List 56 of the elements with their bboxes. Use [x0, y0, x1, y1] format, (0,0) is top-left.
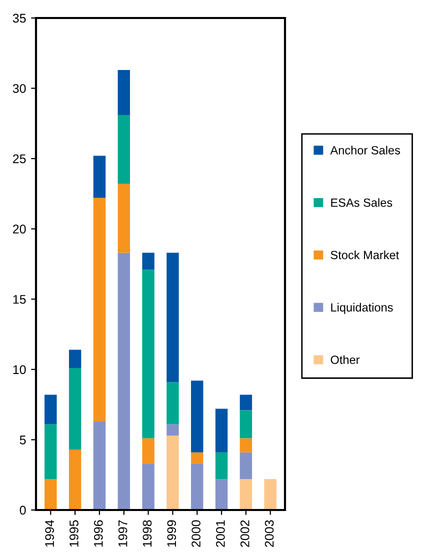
x-tick-label: 1996: [94, 520, 103, 547]
bar: [68, 350, 82, 368]
bar: [142, 438, 154, 464]
bar: [264, 479, 276, 510]
legend-label: Stock Market: [330, 250, 400, 260]
x-tick-label: 2000: [192, 520, 200, 547]
bar: [93, 421, 106, 510]
y-tick-label: 30: [12, 84, 26, 93]
bar: [118, 70, 130, 115]
bar: [93, 156, 106, 198]
bar: [44, 424, 57, 480]
bar: [93, 198, 106, 422]
bar: [142, 464, 154, 510]
legend-label: Anchor Sales: [330, 146, 400, 154]
bar: [215, 408, 228, 452]
x-tick-label: 1995: [70, 520, 78, 547]
x-tick-label: 2003: [264, 520, 274, 547]
bar: [240, 410, 252, 438]
legend-label: ESAs Sales: [331, 198, 392, 207]
y-tick-label: 10: [13, 365, 26, 374]
y-tick-label: 15: [13, 295, 26, 304]
bar: [166, 424, 179, 436]
legend-label: Liquidations: [331, 302, 393, 314]
bar: [166, 435, 179, 510]
bar: [68, 368, 82, 450]
bar: [191, 464, 204, 510]
bar: [191, 380, 204, 452]
x-tick-label: 2001: [216, 520, 225, 547]
bar: [166, 382, 179, 424]
bar: [142, 270, 154, 438]
bar: [240, 479, 252, 510]
x-tick-label: 1994: [45, 520, 54, 547]
y-tick-label: 20: [13, 224, 26, 234]
bar: [240, 452, 252, 480]
bar: [44, 479, 57, 510]
bar: [215, 479, 228, 510]
bar: [166, 252, 179, 382]
x-tick-label: 1997: [118, 520, 128, 547]
bar: [240, 394, 252, 410]
y-tick-label: 25: [13, 154, 26, 164]
bar: [118, 184, 130, 253]
x-tick-label: 2002: [240, 520, 250, 547]
bar: [44, 394, 57, 424]
bar: [191, 452, 204, 464]
y-tick-label: 0: [20, 506, 26, 515]
bar: [118, 114, 130, 184]
bar: [142, 252, 154, 270]
x-tick-label: 1999: [167, 520, 176, 547]
y-tick-label: 35: [12, 14, 26, 23]
bar: [68, 450, 82, 510]
x-tick-label: 1998: [142, 520, 152, 547]
legend-label: Other: [330, 355, 360, 364]
bar: [215, 452, 228, 480]
bar: [118, 252, 130, 510]
y-tick-label: 5: [20, 436, 26, 444]
bar: [240, 438, 252, 452]
